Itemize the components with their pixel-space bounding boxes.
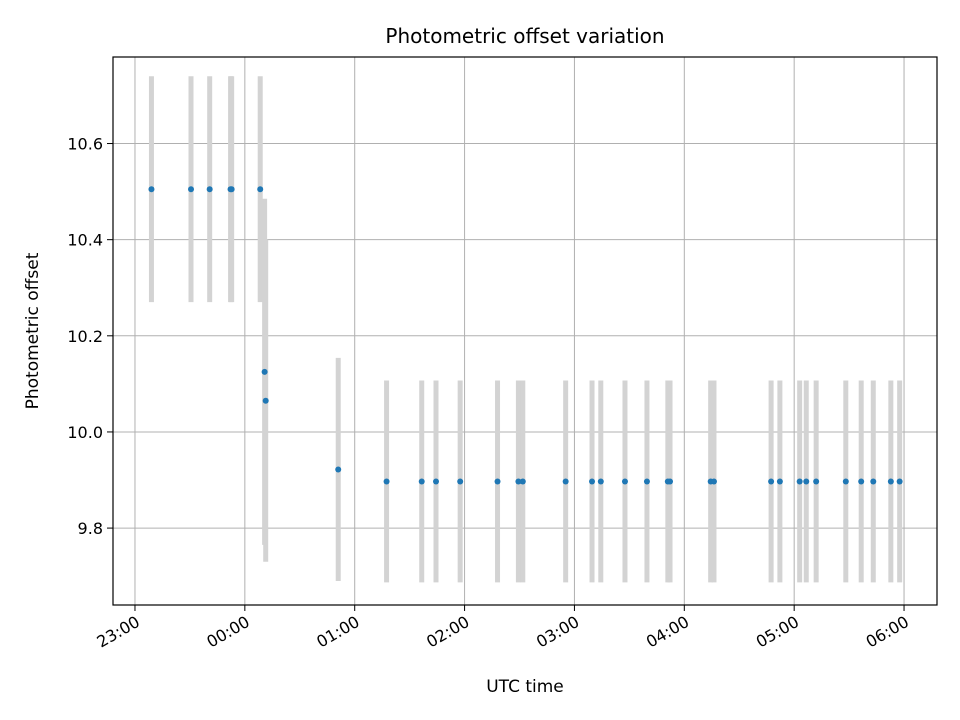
data-point (667, 478, 674, 485)
data-point (597, 478, 604, 485)
data-point (562, 478, 569, 485)
data-point (148, 186, 155, 193)
y-axis-ticks: 9.8 10.0 10.2 10.4 10.6 (67, 135, 113, 538)
y-tick-label: 10.2 (67, 327, 103, 346)
data-point (643, 478, 650, 485)
data-point (842, 478, 849, 485)
data-point (621, 478, 628, 485)
data-point (858, 478, 865, 485)
data-point (803, 478, 810, 485)
y-axis-label: Photometric offset (23, 252, 43, 409)
data-point (433, 478, 440, 485)
data-points (148, 186, 903, 485)
y-tick-label: 10.6 (67, 135, 103, 154)
data-point (515, 478, 522, 485)
y-tick-label: 10.0 (67, 423, 103, 442)
data-point (261, 368, 268, 375)
data-point (188, 186, 195, 193)
data-point (710, 478, 717, 485)
data-point (418, 478, 425, 485)
y-tick-label: 10.4 (67, 231, 103, 250)
data-point (776, 478, 783, 485)
data-point (589, 478, 596, 485)
data-point (796, 478, 803, 485)
data-point (887, 478, 894, 485)
data-point (262, 397, 269, 404)
data-point (813, 478, 820, 485)
data-point (768, 478, 775, 485)
y-tick-label: 9.8 (78, 519, 103, 538)
x-axis-label: UTC time (486, 677, 564, 697)
chart-title: Photometric offset variation (385, 24, 664, 48)
data-point (870, 478, 877, 485)
data-point (257, 186, 264, 193)
data-point (383, 478, 390, 485)
data-point (335, 466, 342, 473)
data-point (228, 186, 235, 193)
plot-frame (112, 56, 938, 606)
data-point (896, 478, 903, 485)
data-point (457, 478, 464, 485)
data-point (519, 478, 526, 485)
data-point (206, 186, 213, 193)
data-point (494, 478, 501, 485)
